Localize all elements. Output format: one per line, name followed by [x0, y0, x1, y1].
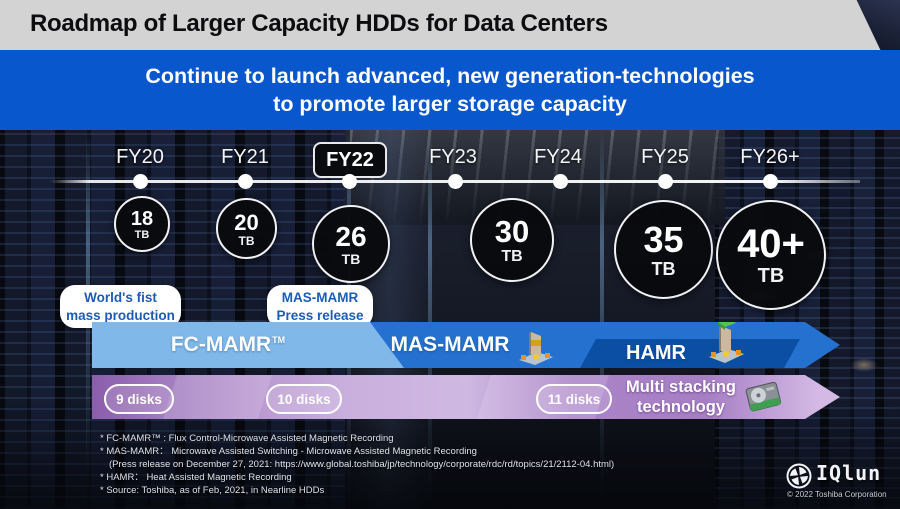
mas-mamr-label: MAS-MAMR [390, 333, 510, 356]
footnote-press-release-url: (Press release on December 27, 2021: htt… [109, 459, 615, 470]
year-label-fy25: FY25 [641, 146, 689, 168]
fc-mamr-label: FC-MAMR TM [148, 322, 308, 368]
capacity-unit: TB [501, 248, 523, 265]
year-label-fy23: FY23 [429, 146, 477, 168]
hdd-icon [745, 381, 782, 412]
subtitle-line1: Continue to launch advanced, new generat… [145, 64, 755, 88]
callout-line: World's fist [84, 289, 157, 305]
capacity-value: 30 [494, 214, 530, 249]
capacity-circle-35tb: 35 TB [614, 200, 713, 299]
callout-press-release: MAS-MAMR Press release [267, 285, 373, 328]
footnotes: * FC-MAMR™ : Flux Control-Microwave Assi… [100, 432, 720, 497]
capacity-circle-26tb: 26 TB [312, 205, 390, 283]
capacity-unit: TB [238, 233, 255, 248]
capacity-value: 18 [130, 207, 154, 230]
timeline-dot-fy22 [341, 174, 357, 189]
capacity-unit: TB [651, 259, 676, 279]
capacity-unit: TB [341, 251, 361, 267]
title-bar: Roadmap of Larger Capacity HDDs for Data… [0, 0, 900, 50]
disk-pill-11: 11 disks [536, 384, 612, 414]
capacity-value: 26 [335, 221, 367, 252]
callout-mass-production: World's fist mass production [60, 285, 181, 328]
hamr-segment: HAMR [580, 339, 800, 368]
footnote-hamr: * HAMR： Heat Assisted Magnetic Recording [100, 472, 292, 483]
year-label-fy26plus: FY26+ [740, 146, 800, 168]
footnote-fc-mamr: * FC-MAMR™ : Flux Control-Microwave Assi… [100, 433, 394, 444]
subtitle-banner: Continue to launch advanced, new generat… [0, 50, 900, 130]
disk-pill-10: 10 disks [266, 384, 342, 414]
multi-stacking-line2: technology [636, 398, 725, 416]
capacity-circle-20tb: 20 TB [216, 198, 277, 259]
timeline-dot-fy21 [237, 174, 253, 189]
technology-roadmap-bar: FC-MAMR TM MAS-MAMR HAMR [92, 322, 840, 368]
year-label-fy20: FY20 [116, 146, 164, 168]
hamr-label: HAMR [626, 342, 686, 364]
watermark-logo-text: IQlun [816, 461, 882, 485]
year-label-fy22-highlighted: FY22 [313, 142, 387, 178]
footnote-source: * Source: Toshiba, as of Feb, 2021, in N… [100, 485, 325, 496]
capacity-unit: TB [757, 265, 785, 287]
capacity-value: 40+ [737, 222, 805, 266]
timeline-dot-fy24 [552, 174, 568, 189]
fc-mamr-trademark: TM [272, 335, 286, 345]
footnote-mas-mamr: * MAS-MAMR： Microwave Assisted Switching… [100, 446, 477, 457]
callout-line: Press release [276, 307, 364, 323]
copyright-notice: © 2022 Toshiba Corporation [787, 490, 887, 499]
capacity-circle-18tb: 18 TB [114, 196, 170, 252]
light-streak [600, 130, 604, 509]
timeline-dot-fy26plus [762, 174, 778, 189]
corner-photo-sliver [856, 0, 900, 50]
capacity-value: 35 [643, 219, 684, 260]
hamr-recording-head-icon [709, 322, 744, 363]
capacity-unit: TB [134, 228, 150, 241]
year-label-fy21: FY21 [221, 146, 269, 168]
fc-mamr-segment [92, 322, 404, 368]
lamp-glow [850, 358, 878, 372]
mas-mamr-recording-head-icon [519, 332, 553, 365]
fc-mamr-text: FC-MAMR [170, 333, 272, 356]
callout-line: MAS-MAMR [281, 289, 359, 305]
multi-stacking-label: Multi stacking technology [612, 377, 750, 417]
diagonal-highlight [162, 375, 273, 419]
capacity-circle-30tb: 30 TB [470, 198, 554, 282]
multi-stacking-line1: Multi stacking [625, 378, 736, 396]
disk-pill-9: 9 disks [104, 384, 174, 414]
capacity-circle-40tb-plus: 40+ TB [716, 200, 826, 310]
disk-count-bar: 9 disks 10 disks 11 disks Multi stacking… [92, 375, 840, 419]
page-title: Roadmap of Larger Capacity HDDs for Data… [30, 10, 608, 37]
capacity-value: 20 [234, 209, 259, 235]
timeline-dot-fy20 [132, 174, 148, 189]
subtitle-line2: to promote larger storage capacity [273, 92, 627, 116]
light-streak [428, 130, 432, 509]
callout-line: mass production [66, 307, 175, 323]
timeline-dot-fy25 [657, 174, 673, 189]
year-label-fy24: FY24 [534, 146, 582, 168]
timeline-dot-fy23 [447, 174, 463, 189]
shutter-icon [786, 463, 812, 489]
